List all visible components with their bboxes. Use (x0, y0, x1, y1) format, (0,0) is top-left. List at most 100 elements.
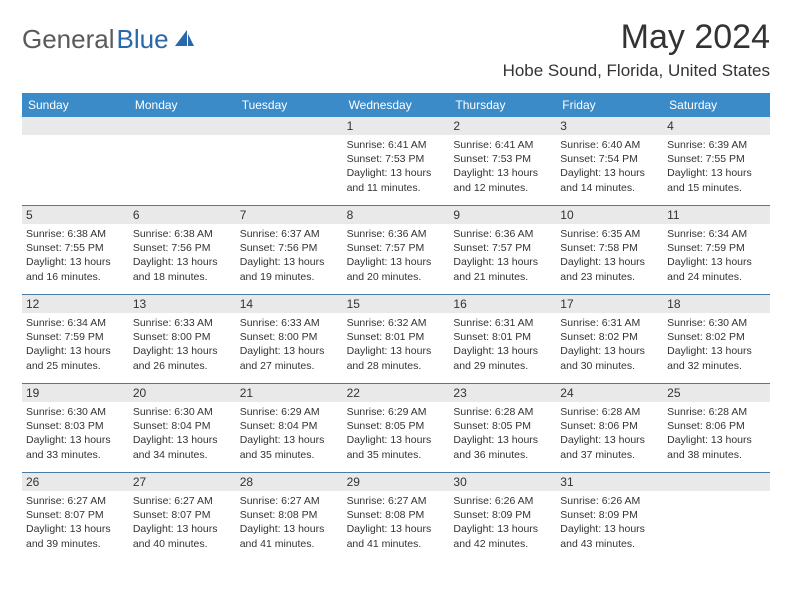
daylight-text: Daylight: 13 hours and 42 minutes. (453, 522, 552, 550)
daylight-text: Daylight: 13 hours and 18 minutes. (133, 255, 232, 283)
day-cell: 17Sunrise: 6:31 AMSunset: 8:02 PMDayligh… (556, 295, 663, 383)
day-number: 28 (236, 473, 343, 491)
daylight-text: Daylight: 13 hours and 20 minutes. (347, 255, 446, 283)
sunset-text: Sunset: 8:08 PM (240, 508, 339, 522)
day-number: 18 (663, 295, 770, 313)
day-number: 11 (663, 206, 770, 224)
day-details: Sunrise: 6:33 AMSunset: 8:00 PMDaylight:… (131, 316, 234, 373)
sunset-text: Sunset: 8:08 PM (347, 508, 446, 522)
day-number: 23 (449, 384, 556, 402)
sunset-text: Sunset: 8:02 PM (560, 330, 659, 344)
sunrise-text: Sunrise: 6:37 AM (240, 227, 339, 241)
sunrise-text: Sunrise: 6:41 AM (453, 138, 552, 152)
location: Hobe Sound, Florida, United States (503, 61, 770, 81)
daylight-text: Daylight: 13 hours and 34 minutes. (133, 433, 232, 461)
weeks-container: 1Sunrise: 6:41 AMSunset: 7:53 PMDaylight… (22, 117, 770, 561)
day-number: 26 (22, 473, 129, 491)
day-cell: 21Sunrise: 6:29 AMSunset: 8:04 PMDayligh… (236, 384, 343, 472)
day-cell: 24Sunrise: 6:28 AMSunset: 8:06 PMDayligh… (556, 384, 663, 472)
sunset-text: Sunset: 7:55 PM (26, 241, 125, 255)
daylight-text: Daylight: 13 hours and 19 minutes. (240, 255, 339, 283)
sunrise-text: Sunrise: 6:40 AM (560, 138, 659, 152)
day-cell: 6Sunrise: 6:38 AMSunset: 7:56 PMDaylight… (129, 206, 236, 294)
daylight-text: Daylight: 13 hours and 16 minutes. (26, 255, 125, 283)
day-details: Sunrise: 6:36 AMSunset: 7:57 PMDaylight:… (345, 227, 448, 284)
sunset-text: Sunset: 8:07 PM (26, 508, 125, 522)
daylight-text: Daylight: 13 hours and 43 minutes. (560, 522, 659, 550)
day-details: Sunrise: 6:27 AMSunset: 8:08 PMDaylight:… (238, 494, 341, 551)
day-details: Sunrise: 6:36 AMSunset: 7:57 PMDaylight:… (451, 227, 554, 284)
sunset-text: Sunset: 7:57 PM (347, 241, 446, 255)
daylight-text: Daylight: 13 hours and 38 minutes. (667, 433, 766, 461)
day-details: Sunrise: 6:28 AMSunset: 8:06 PMDaylight:… (665, 405, 768, 462)
sunrise-text: Sunrise: 6:30 AM (26, 405, 125, 419)
day-cell: 4Sunrise: 6:39 AMSunset: 7:55 PMDaylight… (663, 117, 770, 205)
week-row: 5Sunrise: 6:38 AMSunset: 7:55 PMDaylight… (22, 206, 770, 295)
day-number: 15 (343, 295, 450, 313)
day-number: 30 (449, 473, 556, 491)
day-details: Sunrise: 6:34 AMSunset: 7:59 PMDaylight:… (665, 227, 768, 284)
day-cell: 16Sunrise: 6:31 AMSunset: 8:01 PMDayligh… (449, 295, 556, 383)
day-cell: 28 Sunrise: 6:27 AMSunset: 8:08 PMDayligh… (236, 473, 343, 561)
sunrise-text: Sunrise: 6:36 AM (347, 227, 446, 241)
day-cell: 22Sunrise: 6:29 AMSunset: 8:05 PMDayligh… (343, 384, 450, 472)
day-number: 20 (129, 384, 236, 402)
day-details: Sunrise: 6:34 AMSunset: 7:59 PMDaylight:… (24, 316, 127, 373)
sunrise-text: Sunrise: 6:29 AM (347, 405, 446, 419)
daylight-text: Daylight: 13 hours and 11 minutes. (347, 166, 446, 194)
sunrise-text: Sunrise: 6:34 AM (667, 227, 766, 241)
days-of-week-row: Sunday Monday Tuesday Wednesday Thursday… (22, 93, 770, 117)
day-cell: 1Sunrise: 6:41 AMSunset: 7:53 PMDaylight… (343, 117, 450, 205)
day-details: Sunrise: 6:38 AMSunset: 7:56 PMDaylight:… (131, 227, 234, 284)
sunrise-text: Sunrise: 6:32 AM (347, 316, 446, 330)
month-year: May 2024 (503, 18, 770, 57)
day-number: 2 (449, 117, 556, 135)
daylight-text: Daylight: 13 hours and 36 minutes. (453, 433, 552, 461)
week-row: 19Sunrise: 6:30 AMSunset: 8:03 PMDayligh… (22, 384, 770, 473)
sunset-text: Sunset: 7:56 PM (240, 241, 339, 255)
day-number: 4 (663, 117, 770, 135)
sunset-text: Sunset: 7:54 PM (560, 152, 659, 166)
sunset-text: Sunset: 7:59 PM (667, 241, 766, 255)
sunset-text: Sunset: 7:58 PM (560, 241, 659, 255)
sunrise-text: Sunrise: 6:27 AM (240, 494, 339, 508)
sunrise-text: Sunrise: 6:28 AM (560, 405, 659, 419)
dow-friday: Friday (556, 93, 663, 117)
brand-part1: General (22, 24, 115, 55)
day-cell: 11 Sunrise: 6:34 AMSunset: 7:59 PMDayligh… (663, 206, 770, 294)
day-cell: 18Sunrise: 6:30 AMSunset: 8:02 PMDayligh… (663, 295, 770, 383)
sunset-text: Sunset: 8:09 PM (560, 508, 659, 522)
sunset-text: Sunset: 7:53 PM (453, 152, 552, 166)
brand-logo: GeneralBlue (22, 24, 195, 55)
page-header: GeneralBlue May 2024 Hobe Sound, Florida… (22, 18, 770, 81)
brand-part2: Blue (117, 24, 169, 55)
day-cell: 29Sunrise: 6:27 AMSunset: 8:08 PMDayligh… (343, 473, 450, 561)
daylight-text: Daylight: 13 hours and 32 minutes. (667, 344, 766, 372)
daylight-text: Daylight: 13 hours and 39 minutes. (26, 522, 125, 550)
daylight-text: Daylight: 13 hours and 12 minutes. (453, 166, 552, 194)
sunrise-text: Sunrise: 6:31 AM (560, 316, 659, 330)
day-details: Sunrise: 6:26 AMSunset: 8:09 PMDaylight:… (451, 494, 554, 551)
sunrise-text: Sunrise: 6:27 AM (26, 494, 125, 508)
daylight-text: Daylight: 13 hours and 24 minutes. (667, 255, 766, 283)
sunset-text: Sunset: 8:01 PM (453, 330, 552, 344)
sunset-text: Sunset: 8:04 PM (133, 419, 232, 433)
day-details: Sunrise: 6:38 AMSunset: 7:55 PMDaylight:… (24, 227, 127, 284)
day-number: 10 (556, 206, 663, 224)
day-details: Sunrise: 6:35 AMSunset: 7:58 PMDaylight:… (558, 227, 661, 284)
day-details: Sunrise: 6:27 AMSunset: 8:07 PMDaylight:… (24, 494, 127, 551)
sail-icon (171, 24, 195, 55)
day-number (236, 117, 343, 135)
sunset-text: Sunset: 7:55 PM (667, 152, 766, 166)
day-cell: 10 Sunrise: 6:35 AMSunset: 7:58 PMDayligh… (556, 206, 663, 294)
day-details: Sunrise: 6:27 AMSunset: 8:08 PMDaylight:… (345, 494, 448, 551)
day-number (22, 117, 129, 135)
sunrise-text: Sunrise: 6:28 AM (453, 405, 552, 419)
dow-tuesday: Tuesday (236, 93, 343, 117)
day-number: 22 (343, 384, 450, 402)
day-cell: 9Sunrise: 6:36 AMSunset: 7:57 PMDaylight… (449, 206, 556, 294)
sunrise-text: Sunrise: 6:33 AM (133, 316, 232, 330)
sunrise-text: Sunrise: 6:29 AM (240, 405, 339, 419)
sunset-text: Sunset: 8:05 PM (453, 419, 552, 433)
daylight-text: Daylight: 13 hours and 35 minutes. (240, 433, 339, 461)
